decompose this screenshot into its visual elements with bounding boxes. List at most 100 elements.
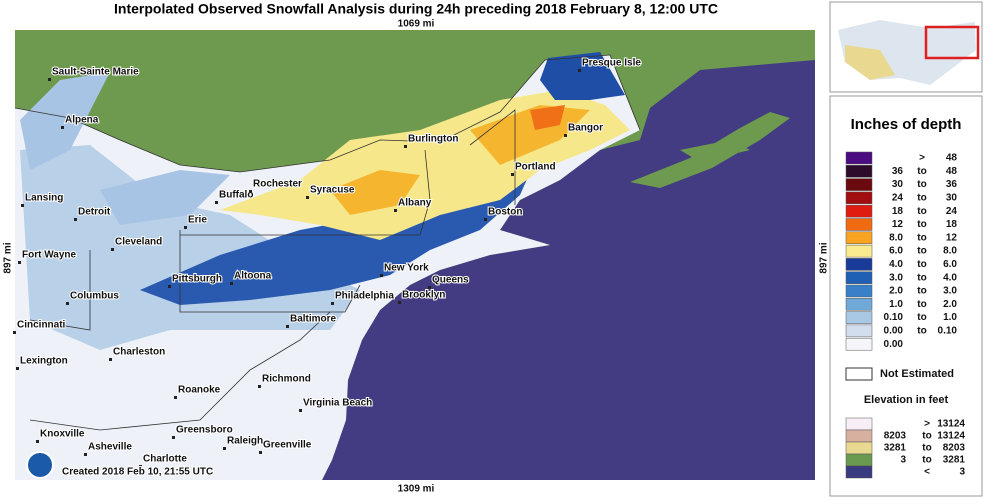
city-marker <box>111 248 114 251</box>
lake <box>100 170 230 225</box>
city-label: Rochester <box>253 179 302 190</box>
swatch <box>845 151 873 165</box>
legend-high: 0.10 <box>938 326 958 337</box>
swatch <box>845 231 873 245</box>
legend-low: 30 <box>892 179 904 190</box>
city-label: Charleston <box>113 347 165 358</box>
legend-high: 8203 <box>943 443 966 454</box>
legend-low: 0.00 <box>884 326 904 337</box>
legend-sep: to <box>917 219 926 230</box>
city-label: Pittsburgh <box>172 274 222 285</box>
swatch <box>845 429 873 443</box>
scale-top: 1069 mi <box>398 19 435 30</box>
swatch <box>845 417 873 431</box>
city-marker <box>484 218 487 221</box>
swatch <box>845 311 873 324</box>
swatch <box>845 271 873 284</box>
city-marker <box>249 190 252 193</box>
city-marker <box>258 385 261 388</box>
legend-high: 12 <box>946 232 958 243</box>
legend-sep: to <box>917 193 926 204</box>
snow-maine <box>540 52 625 100</box>
city-marker <box>84 453 87 456</box>
legend-high: 36 <box>946 179 958 190</box>
legend-low: 3 <box>900 455 906 466</box>
city-label: Portland <box>515 162 556 173</box>
city-marker <box>286 325 289 328</box>
city-marker <box>404 145 407 148</box>
city-marker <box>18 261 21 264</box>
city-label: Boston <box>488 207 522 218</box>
city-marker <box>398 301 401 304</box>
legend-sep: to <box>922 431 931 442</box>
scale-bottom: 1309 mi <box>398 484 435 495</box>
city-marker <box>331 302 334 305</box>
legend-sep: to <box>917 326 926 337</box>
lake <box>20 72 110 170</box>
swatch <box>845 165 873 178</box>
city-marker <box>21 204 24 207</box>
legend-sep: to <box>922 455 931 466</box>
scale-left: 897 mi <box>3 242 14 273</box>
legend-low: 3.0 <box>889 272 903 283</box>
legend-sep: to <box>917 299 926 310</box>
swatch <box>845 284 873 298</box>
snow-12in <box>530 105 565 130</box>
legend-sep: to <box>922 443 931 454</box>
legend-high: 3 <box>959 467 965 478</box>
inset-box <box>924 25 980 60</box>
city-label: Syracuse <box>310 185 355 196</box>
city-marker <box>13 331 16 334</box>
legend-low: 18 <box>892 206 904 217</box>
city-label: Burlington <box>408 134 459 145</box>
borders <box>15 54 641 431</box>
city-label: New York <box>384 263 429 274</box>
city-label: Lexington <box>20 356 68 367</box>
city-label: Cleveland <box>115 237 162 248</box>
legend-high: 13124 <box>937 431 965 442</box>
city-label: Erie <box>188 215 207 226</box>
legend-sep: to <box>917 206 926 217</box>
city-label: Brooklyn <box>402 290 445 301</box>
legend-sep: to <box>917 286 926 297</box>
legend-title: Inches of depth <box>851 116 962 133</box>
city-label: Presque Isle <box>582 58 641 69</box>
legend-high: 13124 <box>937 419 965 430</box>
swatch <box>845 324 873 338</box>
city-marker <box>74 218 77 221</box>
legend-sep: to <box>917 232 926 243</box>
city-marker <box>174 396 177 399</box>
legend-low: 0.00 <box>884 339 904 350</box>
city-marker <box>168 285 171 288</box>
city-marker <box>215 201 218 204</box>
city-marker <box>306 196 309 199</box>
legend-low: 36 <box>892 166 904 177</box>
city-label: Bangor <box>568 123 603 134</box>
swatch <box>845 337 873 351</box>
city-label: Asheville <box>88 442 132 453</box>
city-label: Fort Wayne <box>22 250 77 261</box>
city-label: Buffalo <box>219 190 253 201</box>
city-marker <box>172 436 175 439</box>
city-label: Columbus <box>70 291 119 302</box>
city-label: Albany <box>398 198 432 209</box>
city-label: Charlotte <box>143 454 187 465</box>
city-label: Knoxville <box>40 429 85 440</box>
swatch <box>845 191 873 205</box>
legend-sep: to <box>917 259 926 270</box>
city-marker <box>394 209 397 212</box>
city-marker <box>380 274 383 277</box>
legend-sep: to <box>917 272 926 283</box>
created-label: Created 2018 Feb 10, 21:55 UTC <box>62 467 213 478</box>
legend-high: 30 <box>946 193 958 204</box>
legend-low: 2.0 <box>889 286 903 297</box>
legend-sep: < <box>924 467 930 478</box>
legend-sep: > <box>919 153 925 164</box>
city-label: Detroit <box>78 207 111 218</box>
city-marker <box>511 173 514 176</box>
legend-low: 24 <box>892 193 904 204</box>
city-label: Alpena <box>65 115 99 126</box>
